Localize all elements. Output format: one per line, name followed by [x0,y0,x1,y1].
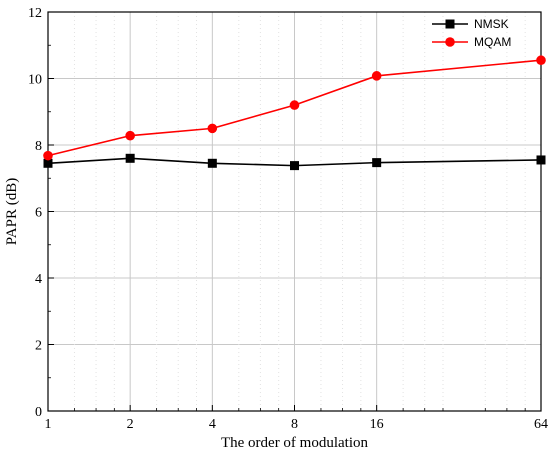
legend-marker-nmsk [445,19,455,29]
data-point-nmsk [43,158,53,168]
y-tick-label: 12 [28,6,42,21]
data-point-mqam [371,71,382,81]
data-point-mqam [289,100,300,110]
grid [48,12,541,411]
legend-label-nmsk: NMSK [474,17,509,31]
y-axis-title: PAPR (dB) [4,178,20,245]
legend: NMSK MQAM [432,17,511,49]
legend-marker-mqam [445,37,455,47]
y-tick-label: 6 [35,206,42,221]
x-tick-label: 16 [370,417,384,432]
y-tick-label: 8 [35,139,42,154]
x-axis-title: The order of modulation [221,435,369,451]
data-point-nmsk [207,158,217,168]
data-point-mqam [43,150,53,161]
x-tick-label: 1 [45,417,52,432]
series [43,55,546,171]
y-tick-label: 4 [35,272,42,287]
x-tick-label: 8 [291,417,298,432]
x-tick-label: 2 [127,417,134,432]
data-point-nmsk [372,158,382,168]
data-point-mqam [536,55,546,66]
legend-label-mqam: MQAM [474,35,511,49]
y-tick-label: 10 [28,73,42,88]
data-point-mqam [207,123,218,134]
data-point-nmsk [290,161,299,171]
series-line-mqam [47,59,542,157]
x-tick-label: 4 [209,417,216,432]
data-point-nmsk [536,155,546,165]
y-tick-label: 0 [35,405,42,420]
data-point-nmsk [125,153,135,163]
x-tick-label: 64 [534,417,548,432]
data-point-mqam [125,130,135,141]
y-tick-label: 2 [35,339,42,354]
series-line-nmsk [47,157,542,167]
